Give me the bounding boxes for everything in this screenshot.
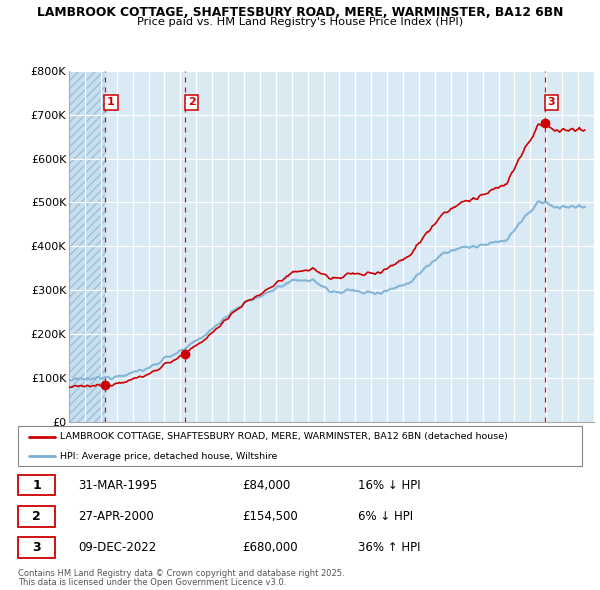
Text: 1: 1 bbox=[107, 97, 115, 107]
Text: 09-DEC-2022: 09-DEC-2022 bbox=[78, 541, 157, 554]
Text: £154,500: £154,500 bbox=[242, 510, 298, 523]
Text: 36% ↑ HPI: 36% ↑ HPI bbox=[358, 541, 420, 554]
Text: LAMBROOK COTTAGE, SHAFTESBURY ROAD, MERE, WARMINSTER, BA12 6BN: LAMBROOK COTTAGE, SHAFTESBURY ROAD, MERE… bbox=[37, 6, 563, 19]
FancyBboxPatch shape bbox=[18, 475, 55, 496]
Text: 2: 2 bbox=[32, 510, 41, 523]
Text: Price paid vs. HM Land Registry's House Price Index (HPI): Price paid vs. HM Land Registry's House … bbox=[137, 17, 463, 27]
Text: £84,000: £84,000 bbox=[242, 478, 290, 491]
Text: 27-APR-2000: 27-APR-2000 bbox=[78, 510, 154, 523]
Text: HPI: Average price, detached house, Wiltshire: HPI: Average price, detached house, Wilt… bbox=[60, 451, 278, 461]
Text: £680,000: £680,000 bbox=[242, 541, 298, 554]
Text: 1: 1 bbox=[32, 478, 41, 491]
FancyBboxPatch shape bbox=[18, 537, 55, 558]
FancyBboxPatch shape bbox=[18, 506, 55, 527]
Text: 6% ↓ HPI: 6% ↓ HPI bbox=[358, 510, 413, 523]
Bar bbox=[69, 71, 105, 422]
Text: This data is licensed under the Open Government Licence v3.0.: This data is licensed under the Open Gov… bbox=[18, 578, 286, 588]
Text: 31-MAR-1995: 31-MAR-1995 bbox=[78, 478, 157, 491]
Text: 3: 3 bbox=[32, 541, 41, 554]
Text: 16% ↓ HPI: 16% ↓ HPI bbox=[358, 478, 420, 491]
Text: Contains HM Land Registry data © Crown copyright and database right 2025.: Contains HM Land Registry data © Crown c… bbox=[18, 569, 344, 578]
FancyBboxPatch shape bbox=[18, 426, 582, 466]
Text: 2: 2 bbox=[188, 97, 196, 107]
Text: LAMBROOK COTTAGE, SHAFTESBURY ROAD, MERE, WARMINSTER, BA12 6BN (detached house): LAMBROOK COTTAGE, SHAFTESBURY ROAD, MERE… bbox=[60, 432, 508, 441]
Text: 3: 3 bbox=[548, 97, 555, 107]
